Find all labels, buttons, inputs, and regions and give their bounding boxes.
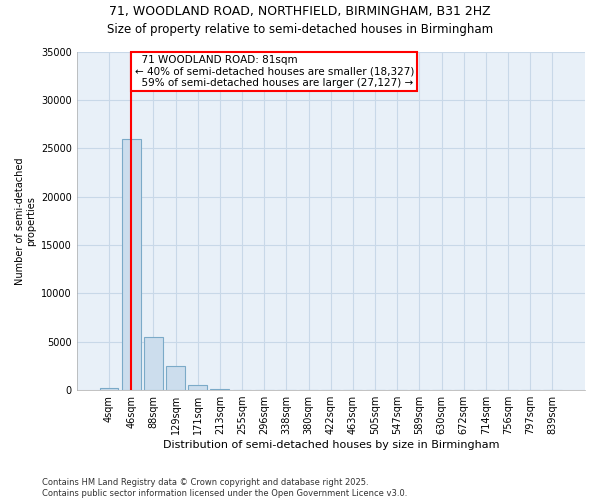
Bar xyxy=(188,385,207,390)
Bar xyxy=(166,366,185,390)
Text: 71, WOODLAND ROAD, NORTHFIELD, BIRMINGHAM, B31 2HZ: 71, WOODLAND ROAD, NORTHFIELD, BIRMINGHA… xyxy=(109,5,491,18)
Bar xyxy=(144,337,163,390)
Bar xyxy=(122,138,140,390)
Bar xyxy=(211,389,229,390)
X-axis label: Distribution of semi-detached houses by size in Birmingham: Distribution of semi-detached houses by … xyxy=(163,440,499,450)
Y-axis label: Number of semi-detached
properties: Number of semi-detached properties xyxy=(15,157,37,284)
Text: Contains HM Land Registry data © Crown copyright and database right 2025.
Contai: Contains HM Land Registry data © Crown c… xyxy=(42,478,407,498)
Text: 71 WOODLAND ROAD: 81sqm
← 40% of semi-detached houses are smaller (18,327)
  59%: 71 WOODLAND ROAD: 81sqm ← 40% of semi-de… xyxy=(134,55,414,88)
Bar xyxy=(100,388,118,390)
Text: Size of property relative to semi-detached houses in Birmingham: Size of property relative to semi-detach… xyxy=(107,22,493,36)
